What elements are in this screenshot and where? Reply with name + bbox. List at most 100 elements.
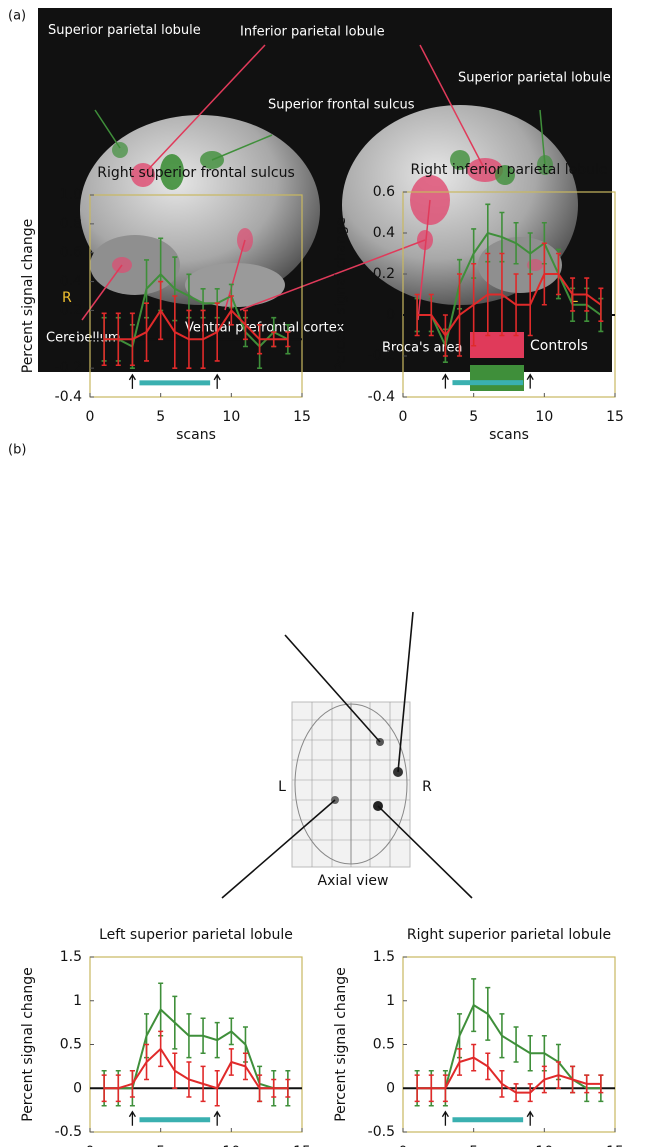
x-tick-label: 10 xyxy=(222,409,240,425)
error-bar xyxy=(570,277,576,312)
error-bar xyxy=(471,1043,477,1072)
error-bar xyxy=(115,312,121,367)
x-tick-label: 15 xyxy=(293,1144,311,1147)
brain-right-hemisphere xyxy=(80,115,320,307)
y-tick-label: 1.5 xyxy=(60,949,82,965)
error-bar xyxy=(214,1069,220,1107)
error-bar xyxy=(513,1083,519,1103)
y-tick-label: -0.4 xyxy=(368,389,395,405)
y-tick-label: 0.5 xyxy=(60,1037,82,1053)
hemisphere-label: L xyxy=(570,290,578,306)
x-tick-label: 10 xyxy=(535,1144,553,1147)
error-bar xyxy=(200,309,206,369)
brain-label: Superior frontal sulcus xyxy=(268,98,415,113)
error-bar xyxy=(513,221,519,265)
error-bar xyxy=(129,1069,135,1098)
stimulus-arrow xyxy=(526,373,534,389)
brain-label: Broca's area xyxy=(382,341,463,356)
y-axis-label: Percent signal change xyxy=(20,219,36,374)
error-bar xyxy=(186,1013,192,1059)
brain-label-text: Superior parietal lobule xyxy=(48,23,201,38)
error-bar xyxy=(485,1052,491,1081)
error-bar xyxy=(242,1052,248,1081)
error-bar xyxy=(499,1013,505,1059)
brain-left-hemisphere xyxy=(342,105,578,305)
series-line xyxy=(417,273,602,338)
error-bar xyxy=(471,978,477,1033)
legend: Controls Experts xyxy=(470,332,588,391)
x-tick-label: 10 xyxy=(222,1144,240,1147)
error-bar xyxy=(158,280,164,341)
y-tick-label: 0.6 xyxy=(60,245,82,261)
error-bar xyxy=(499,1069,505,1098)
error-bar xyxy=(101,312,107,367)
y-tick-label: -0.5 xyxy=(55,1124,82,1140)
stimulus-bar xyxy=(139,1117,211,1123)
plot-frame xyxy=(402,956,616,1133)
error-bar xyxy=(414,293,420,337)
error-bar xyxy=(428,1074,434,1103)
axial-left-label: L xyxy=(278,779,286,795)
y-tick-label: 1.0 xyxy=(60,187,82,203)
error-bar xyxy=(541,1065,547,1094)
x-axis-label: scans xyxy=(489,427,529,443)
brain-label: Cerebellum xyxy=(46,331,121,346)
error-bar xyxy=(214,1021,220,1059)
y-tick-label: -0.2 xyxy=(368,348,395,364)
error-bar xyxy=(584,277,590,312)
brain-label: Superior parietal lobule xyxy=(458,71,611,86)
y-tick-label: -0.2 xyxy=(55,360,82,376)
error-bar xyxy=(499,252,505,337)
error-bar xyxy=(228,1017,234,1046)
error-bar xyxy=(414,1074,420,1103)
error-bar xyxy=(172,295,178,369)
error-bar xyxy=(285,1078,291,1098)
error-bar xyxy=(214,302,220,362)
chart-title: Left superior parietal lobule xyxy=(99,927,293,943)
error-bar xyxy=(144,1043,150,1081)
stimulus-arrow xyxy=(128,373,136,389)
x-tick-label: 10 xyxy=(535,409,553,425)
x-tick-label: 5 xyxy=(469,1144,478,1147)
x-tick-label: 0 xyxy=(399,409,408,425)
x-tick-label: 15 xyxy=(606,1144,624,1147)
y-tick-label: 0.2 xyxy=(60,302,82,318)
stimulus-arrow xyxy=(213,373,221,389)
error-bar xyxy=(485,252,491,337)
stimulus-bar xyxy=(139,380,211,386)
error-bar xyxy=(428,293,434,337)
error-bar xyxy=(457,273,463,357)
error-bar xyxy=(172,995,178,1050)
error-bar xyxy=(442,1074,448,1103)
x-tick-label: 5 xyxy=(156,1144,165,1147)
brain-label: Ventral prefrontal cortex xyxy=(185,321,345,336)
series-line xyxy=(104,308,288,341)
y-tick-label: 0.8 xyxy=(60,216,82,232)
plot-frame xyxy=(89,194,303,398)
y-axis-label: Percent signal change xyxy=(20,967,36,1122)
stimulus-arrow xyxy=(526,1110,534,1126)
brain-label: Superior parietal lobule xyxy=(48,23,201,38)
stimulus-bar xyxy=(452,1117,524,1123)
error-bar xyxy=(200,1017,206,1055)
error-bar xyxy=(257,1074,263,1103)
error-bar xyxy=(115,1074,121,1103)
x-axis-label: scans xyxy=(176,427,216,443)
error-bar xyxy=(457,1048,463,1076)
chart-title: Right superior frontal sulcus xyxy=(97,165,295,181)
error-bar xyxy=(485,986,491,1041)
axial-view xyxy=(221,611,473,899)
error-bar xyxy=(285,331,291,348)
y-tick-label: 0.2 xyxy=(373,266,395,282)
brain-label: Inferior parietal lobule xyxy=(240,25,385,40)
error-bar xyxy=(513,1026,519,1063)
y-tick-label: -0.5 xyxy=(368,1124,395,1140)
x-tick-label: 0 xyxy=(86,409,95,425)
error-bar xyxy=(527,1083,533,1103)
error-bar xyxy=(101,1074,107,1103)
error-bar xyxy=(228,1048,234,1076)
y-tick-label: 1 xyxy=(73,993,82,1009)
y-tick-label: 0 xyxy=(386,307,395,323)
error-bar xyxy=(172,1052,178,1090)
